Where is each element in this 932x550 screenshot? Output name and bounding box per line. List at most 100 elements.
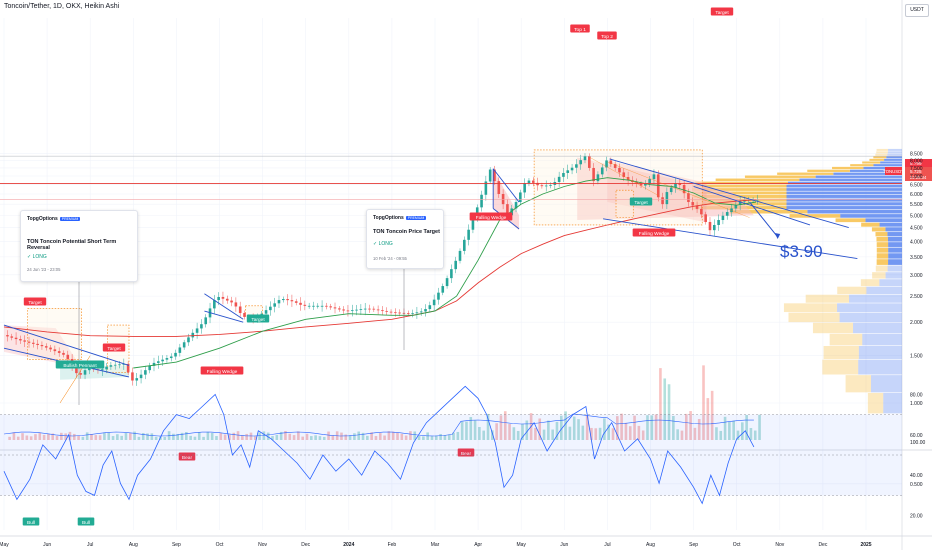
volume-profile-bar bbox=[744, 175, 816, 178]
volume-bar bbox=[223, 434, 227, 440]
volume-profile-bar bbox=[694, 181, 788, 185]
volume-profile-bar bbox=[888, 242, 902, 247]
volume-bar bbox=[210, 432, 214, 440]
top2-label-bg bbox=[597, 31, 617, 40]
candle-body bbox=[385, 310, 389, 312]
candle-body bbox=[566, 170, 570, 173]
candle-body bbox=[691, 202, 695, 206]
target-label-bg bbox=[23, 297, 47, 306]
volume-bar bbox=[443, 435, 447, 440]
candle-body bbox=[75, 365, 78, 374]
candle-body bbox=[704, 214, 707, 222]
volume-bar bbox=[141, 433, 145, 440]
volume-bar bbox=[94, 435, 98, 440]
candle-body bbox=[622, 172, 626, 178]
candle-body bbox=[700, 208, 703, 215]
candle-body bbox=[290, 300, 294, 302]
y-tick-label: 6.500 bbox=[910, 183, 923, 189]
target-label-bg bbox=[629, 197, 653, 206]
volume-bar bbox=[29, 436, 33, 440]
candle-body bbox=[398, 312, 401, 314]
candle-body bbox=[49, 347, 52, 350]
volume-bar bbox=[478, 426, 481, 440]
volume-bar bbox=[133, 431, 136, 440]
volume-profile-bar bbox=[786, 191, 902, 195]
bull-label: Bull bbox=[27, 520, 35, 526]
volume-profile-bar bbox=[887, 232, 902, 237]
idea-brand: TopgOptions bbox=[27, 216, 58, 222]
idea-card-reversal[interactable]: TopgOptions PREMIUM TON Toncoin Potential… bbox=[20, 210, 138, 282]
volume-bar bbox=[189, 435, 192, 440]
y-tick-label: 2.000 bbox=[910, 320, 923, 326]
volume-bar bbox=[318, 436, 322, 440]
volume-bar bbox=[697, 418, 701, 440]
candle-body bbox=[234, 302, 238, 307]
volume-bar bbox=[297, 431, 300, 440]
candle-body bbox=[687, 193, 690, 203]
price-tag-bg bbox=[905, 167, 932, 181]
currency-selector[interactable]: USDT bbox=[905, 4, 929, 17]
volume-bar bbox=[753, 430, 757, 440]
candle-body bbox=[635, 181, 639, 184]
candle-body bbox=[320, 305, 324, 307]
projection-arrow-head bbox=[774, 232, 781, 239]
volume-profile-bar bbox=[876, 259, 889, 265]
volume-bar bbox=[534, 427, 537, 440]
volume-bar bbox=[310, 436, 313, 440]
volume-profile-bar bbox=[866, 286, 902, 295]
idea-card-target[interactable]: TopgOptions PREMIUM TON Toncoin Price Tar… bbox=[366, 209, 444, 269]
volume-bar bbox=[107, 432, 111, 440]
volume-bar bbox=[486, 413, 490, 440]
volume-bar bbox=[64, 433, 67, 440]
volume-bar bbox=[603, 418, 606, 440]
x-tick-label: Dec bbox=[301, 542, 310, 548]
candle-body bbox=[450, 269, 453, 279]
volume-bar bbox=[585, 415, 589, 440]
volume-profile-bar bbox=[872, 272, 886, 279]
y-tick-label: 5.000 bbox=[910, 213, 923, 219]
candle-body bbox=[62, 352, 65, 355]
volume-bar bbox=[732, 420, 735, 440]
candle-body bbox=[165, 358, 169, 360]
candle-body bbox=[389, 311, 393, 313]
candle-body bbox=[200, 324, 203, 329]
rsi-tick-label: 60.00 bbox=[910, 433, 923, 439]
volume-profile-bar bbox=[876, 247, 889, 253]
y-tick-label: 3.500 bbox=[910, 255, 923, 261]
volume-bar bbox=[607, 424, 610, 440]
candle-body bbox=[725, 212, 729, 216]
rsi-tick-label: 80.00 bbox=[910, 392, 923, 398]
volume-bar bbox=[469, 417, 473, 440]
volume-bar bbox=[292, 435, 296, 440]
volume-profile-bar bbox=[840, 214, 902, 218]
candle-body bbox=[169, 356, 173, 359]
volume-bar bbox=[34, 434, 37, 440]
x-tick-label: Mar bbox=[431, 542, 440, 548]
top1-label-bg bbox=[570, 24, 590, 33]
volume-bar bbox=[322, 436, 326, 440]
volume-bar bbox=[473, 420, 477, 440]
candle-body bbox=[269, 306, 272, 311]
candle-body bbox=[540, 185, 544, 187]
candle-body bbox=[264, 310, 268, 314]
candle-body bbox=[23, 340, 26, 342]
candle-body bbox=[148, 365, 151, 371]
candle-body bbox=[178, 347, 182, 353]
volume-bar bbox=[430, 436, 434, 440]
candle-body bbox=[484, 181, 488, 195]
candle-body bbox=[579, 160, 582, 165]
volume-bar bbox=[611, 428, 615, 440]
candle-body bbox=[316, 305, 320, 307]
volume-bar bbox=[305, 433, 309, 440]
volume-bar bbox=[680, 430, 684, 440]
candle-body bbox=[312, 305, 315, 307]
idea-date: 24 Jun '23 - 23:05 bbox=[27, 267, 61, 272]
candle-body bbox=[88, 368, 91, 371]
candle-body bbox=[411, 313, 414, 315]
bull-label: Bull bbox=[82, 520, 90, 526]
candle-body bbox=[596, 174, 600, 182]
candle-body bbox=[225, 298, 229, 301]
candle-body bbox=[19, 339, 22, 341]
candle-body bbox=[36, 343, 39, 346]
